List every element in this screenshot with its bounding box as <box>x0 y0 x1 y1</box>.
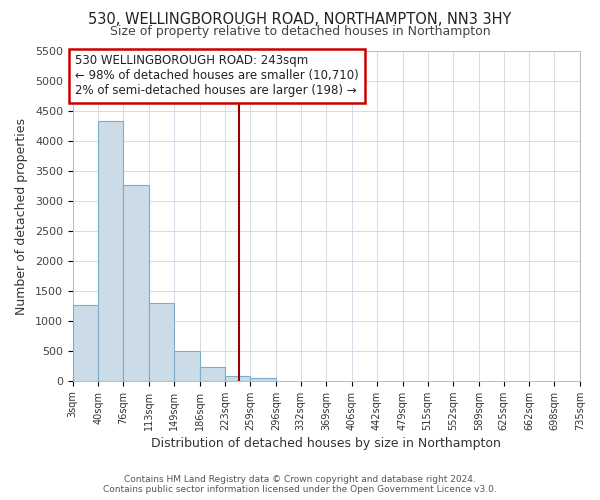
Bar <box>149 303 174 381</box>
Bar <box>73 305 98 381</box>
Bar <box>250 378 276 381</box>
Bar <box>174 352 200 381</box>
Bar <box>124 185 149 381</box>
Y-axis label: Number of detached properties: Number of detached properties <box>15 118 28 314</box>
Text: 530, WELLINGBOROUGH ROAD, NORTHAMPTON, NN3 3HY: 530, WELLINGBOROUGH ROAD, NORTHAMPTON, N… <box>88 12 512 28</box>
Text: 530 WELLINGBOROUGH ROAD: 243sqm
← 98% of detached houses are smaller (10,710)
2%: 530 WELLINGBOROUGH ROAD: 243sqm ← 98% of… <box>75 54 359 98</box>
Bar <box>200 367 225 381</box>
Text: Size of property relative to detached houses in Northampton: Size of property relative to detached ho… <box>110 25 490 38</box>
Bar <box>98 121 124 381</box>
Bar <box>225 376 250 381</box>
Text: Contains HM Land Registry data © Crown copyright and database right 2024.
Contai: Contains HM Land Registry data © Crown c… <box>103 474 497 494</box>
X-axis label: Distribution of detached houses by size in Northampton: Distribution of detached houses by size … <box>151 437 502 450</box>
